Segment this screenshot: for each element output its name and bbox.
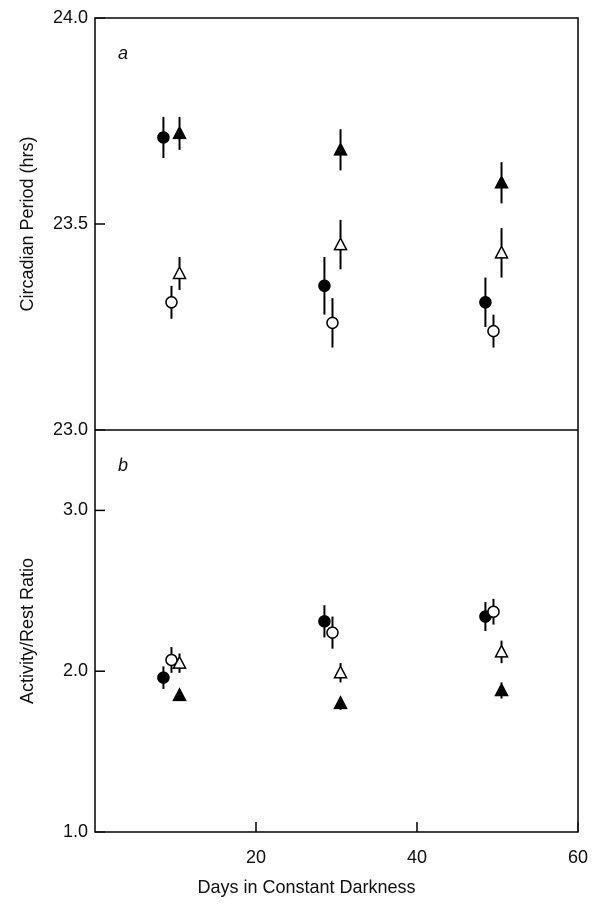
marker (326, 626, 339, 639)
marker (172, 687, 187, 702)
x-tick-label: 60 (568, 847, 588, 867)
y-tick-label: 23.0 (53, 419, 88, 439)
y-tick-label: 2.0 (63, 660, 88, 680)
marker (494, 682, 509, 697)
y-tick-label: 3.0 (63, 499, 88, 519)
y-tick-label: 24.0 (53, 7, 88, 27)
y-axis-label: Activity/Rest Ratio (17, 558, 37, 704)
marker (157, 131, 170, 144)
marker (494, 244, 509, 259)
marker (333, 695, 348, 710)
panel-label: a (118, 43, 128, 63)
marker (333, 141, 348, 156)
y-axis-label: Circadian Period (hrs) (17, 136, 37, 311)
marker (494, 643, 509, 658)
x-tick-label: 40 (407, 847, 427, 867)
marker (157, 671, 170, 684)
marker (318, 279, 331, 293)
x-axis-label: Days in Constant Darkness (197, 877, 415, 897)
marker (165, 296, 178, 309)
marker (487, 324, 500, 338)
marker (172, 265, 187, 280)
y-tick-label: 23.5 (53, 213, 88, 233)
y-tick-label: 1.0 (63, 821, 88, 841)
marker (326, 316, 339, 330)
marker (172, 655, 187, 669)
marker (333, 664, 348, 679)
x-tick-label: 20 (246, 847, 266, 867)
marker (487, 605, 500, 618)
marker (172, 125, 187, 140)
marker (479, 296, 492, 309)
marker (494, 174, 509, 189)
plot-frame (94, 17, 579, 833)
marker (333, 236, 348, 251)
panel-label: b (118, 455, 128, 475)
marker (318, 615, 331, 628)
